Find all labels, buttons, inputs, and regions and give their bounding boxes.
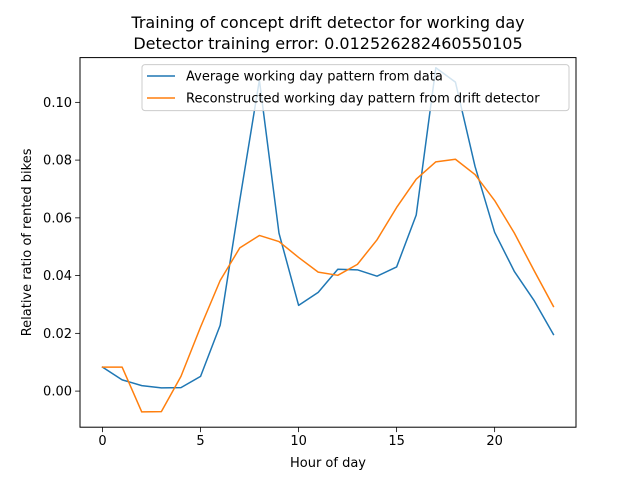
y-tick-label: 0.02 — [43, 327, 72, 342]
chart-title-line-2: Detector training error: 0.0125262824605… — [133, 34, 522, 53]
series-line-1 — [101, 158, 555, 413]
x-axis-ticks: 0 5 10 15 20 — [98, 427, 503, 449]
y-axis-ticks: 0.00 0.02 0.04 0.06 0.08 0.10 — [43, 96, 80, 400]
x-tick-label: 0 — [98, 434, 106, 449]
y-tick-label: 0.08 — [43, 154, 72, 169]
plot-area — [79, 57, 577, 428]
x-axis-label: Hour of day — [290, 456, 366, 471]
x-tick-label: 10 — [290, 434, 307, 449]
chart-title-line-1: Training of concept drift detector for w… — [130, 13, 524, 32]
x-tick-label: 20 — [486, 434, 503, 449]
y-tick-label: 0.06 — [43, 211, 72, 226]
legend-box — [141, 64, 570, 112]
y-axis-label: Relative ratio of rented bikes — [20, 148, 35, 336]
legend-label-average: Average working day pattern from data — [186, 70, 443, 85]
series-line-0 — [101, 66, 555, 389]
legend-label-reconstructed: Reconstructed working day pattern from d… — [186, 92, 540, 107]
legend: Average working day pattern from data Re… — [141, 64, 570, 112]
axes-frame — [79, 57, 577, 428]
x-tick-label: 5 — [196, 434, 204, 449]
y-tick-label: 0.10 — [43, 96, 72, 111]
y-tick-label: 0.04 — [43, 269, 72, 284]
x-tick-label: 15 — [388, 434, 405, 449]
y-tick-label: 0.00 — [43, 385, 72, 400]
series-layer — [101, 66, 555, 413]
